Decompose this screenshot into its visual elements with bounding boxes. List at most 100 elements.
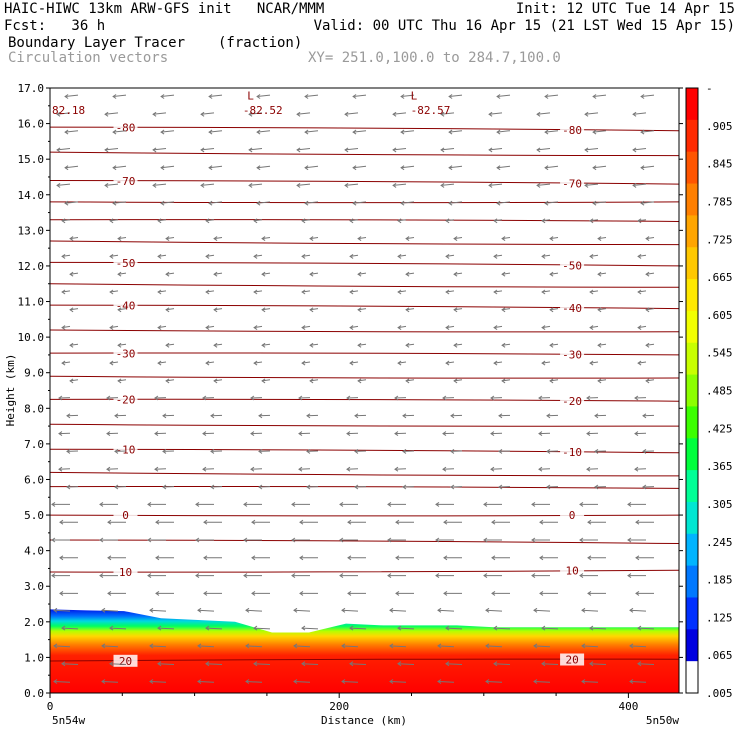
contour-line — [50, 219, 679, 222]
vector-arrowhead — [253, 325, 258, 331]
vector-label: Circulation vectors — [8, 50, 169, 66]
vector-arrowhead — [248, 111, 253, 117]
vector-arrowhead — [213, 271, 218, 277]
contour-label: -30 — [116, 347, 136, 360]
vector-arrowhead — [498, 413, 503, 419]
vector-arrowhead — [533, 607, 538, 613]
contour-line — [50, 329, 679, 333]
vector-arrowhead — [256, 200, 261, 206]
vector-arrow — [533, 609, 551, 612]
vector-arrow — [253, 663, 271, 665]
vector-arrowhead — [546, 484, 551, 490]
vector-arrowhead — [155, 590, 160, 596]
vector-arrowhead — [250, 395, 255, 401]
vector-arrowhead — [117, 342, 122, 348]
vector-arrow — [262, 272, 271, 275]
vector-arrow — [153, 183, 167, 186]
colorbar-swatch — [686, 279, 698, 312]
vector-arrow — [349, 627, 367, 630]
vector-arrow — [353, 201, 367, 204]
vector-arrowhead — [448, 165, 453, 171]
vector-arrow — [593, 165, 607, 169]
vector-arrow — [542, 361, 551, 364]
vector-arrowhead — [106, 466, 111, 472]
vector-arrowhead — [213, 236, 218, 242]
vector-arrowhead — [296, 147, 301, 153]
vector-arrow — [209, 165, 223, 169]
vector-arrowhead — [205, 325, 210, 331]
vector-arrowhead — [496, 165, 501, 171]
vector-arrow — [397, 627, 415, 630]
vector-arrowhead — [586, 466, 591, 472]
vector-arrow — [254, 361, 263, 364]
low-annotation: L — [247, 90, 254, 103]
vector-arrow — [65, 130, 79, 133]
vector-arrowhead — [114, 413, 119, 419]
vector-arrow — [437, 609, 455, 612]
vector-arrowhead — [632, 182, 637, 188]
vector-arrowhead — [645, 378, 650, 384]
vector-arrow — [249, 183, 263, 186]
vector-arrowhead — [66, 484, 71, 490]
vector-arrow — [489, 112, 503, 115]
vector-arrowhead — [248, 147, 253, 153]
vector-arrowhead — [51, 573, 56, 579]
vector-arrow — [341, 681, 359, 683]
vector-arrowhead — [69, 378, 74, 384]
vector-arrowhead — [501, 342, 506, 348]
vector-arrowhead — [445, 289, 450, 295]
contour-label: -70 — [116, 175, 136, 188]
contour-label-bg — [113, 175, 138, 187]
vector-arrowhead — [597, 342, 602, 348]
vector-arrow — [393, 148, 407, 151]
vector-arrow — [70, 343, 79, 346]
vector-arrowhead — [493, 218, 498, 224]
vector-arrowhead — [59, 555, 64, 561]
vector-arrow — [489, 148, 503, 151]
vector-arrow — [550, 308, 559, 311]
vector-arrow — [61, 627, 79, 630]
vector-arrowhead — [448, 200, 453, 206]
vector-arrow — [113, 94, 127, 97]
vector-arrowhead — [493, 625, 498, 631]
vector-arrow — [245, 609, 263, 612]
vector-arrowhead — [453, 342, 458, 348]
vector-arrowhead — [53, 643, 58, 649]
vector-arrowhead — [51, 537, 56, 543]
vector-arrowhead — [483, 537, 488, 543]
vector-arrowhead — [589, 289, 594, 295]
vector-arrowhead — [493, 325, 498, 331]
vector-arrowhead — [587, 555, 592, 561]
vector-arrow — [545, 201, 559, 204]
vector-arrow — [350, 219, 359, 222]
vector-arrowhead — [392, 147, 397, 153]
vector-arrowhead — [645, 271, 650, 277]
contour-label-bg — [113, 121, 138, 134]
vector-arrowhead — [58, 466, 63, 472]
y-tick-label: 7.0 — [24, 438, 44, 451]
vector-arrowhead — [491, 590, 496, 596]
vector-arrowhead — [61, 661, 66, 667]
vector-arrowhead — [349, 289, 354, 295]
circulation-vectors — [51, 94, 655, 684]
vector-arrowhead — [202, 466, 207, 472]
vector-arrowhead — [349, 625, 354, 631]
vector-arrow — [590, 361, 599, 364]
vector-arrow — [109, 663, 127, 665]
vector-arrow — [494, 325, 503, 329]
vector-arrowhead — [541, 661, 546, 667]
contour-label-bg — [560, 124, 585, 137]
vector-arrow — [161, 130, 175, 133]
vector-arrowhead — [395, 519, 400, 525]
vector-arrow — [401, 165, 415, 169]
valid-time: Valid: 00 UTC Thu 16 Apr 15 (21 LST Wed … — [313, 18, 735, 34]
vector-arrowhead — [243, 573, 248, 579]
vector-arrowhead — [640, 94, 645, 99]
low-annotation: -82.57 — [411, 104, 451, 117]
vector-arrow — [646, 308, 655, 311]
vector-arrowhead — [589, 325, 594, 331]
vector-arrow — [493, 663, 511, 665]
vector-arrowhead — [256, 165, 261, 171]
vector-arrowhead — [594, 448, 599, 454]
vector-arrowhead — [293, 679, 298, 684]
